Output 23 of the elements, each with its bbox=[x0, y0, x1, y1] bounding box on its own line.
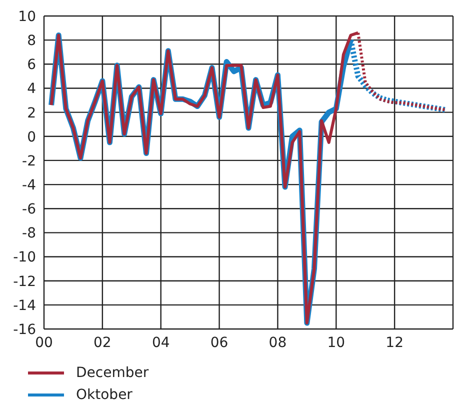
y-tick-label: 4 bbox=[27, 81, 36, 98]
x-tick-label: 02 bbox=[94, 334, 112, 351]
y-tick-label: -6 bbox=[22, 202, 36, 218]
y-tick-label: -4 bbox=[22, 178, 36, 194]
x-tick-label: 06 bbox=[210, 334, 228, 351]
y-tick-label: 10 bbox=[18, 8, 36, 25]
y-tick-label: 6 bbox=[27, 57, 36, 74]
x-tick-label: 00 bbox=[35, 334, 53, 351]
y-tick-label: -14 bbox=[13, 298, 36, 314]
y-tick-label: -16 bbox=[13, 322, 36, 338]
y-tick-label: 0 bbox=[27, 129, 36, 146]
y-tick-label: 8 bbox=[27, 33, 36, 50]
y-tick-label: 2 bbox=[27, 105, 36, 122]
y-tick-label: -8 bbox=[22, 226, 36, 242]
y-tick-label: -12 bbox=[13, 274, 36, 290]
legend-label: Oktober bbox=[76, 387, 132, 403]
x-tick-label: 10 bbox=[327, 334, 346, 351]
legend-label: December bbox=[76, 365, 149, 381]
x-tick-label: 12 bbox=[386, 334, 404, 351]
x-tick-label: 04 bbox=[152, 334, 170, 351]
x-tick-label: 08 bbox=[268, 334, 287, 351]
y-tick-label: -10 bbox=[13, 250, 36, 266]
y-tick-label: -2 bbox=[22, 153, 36, 170]
